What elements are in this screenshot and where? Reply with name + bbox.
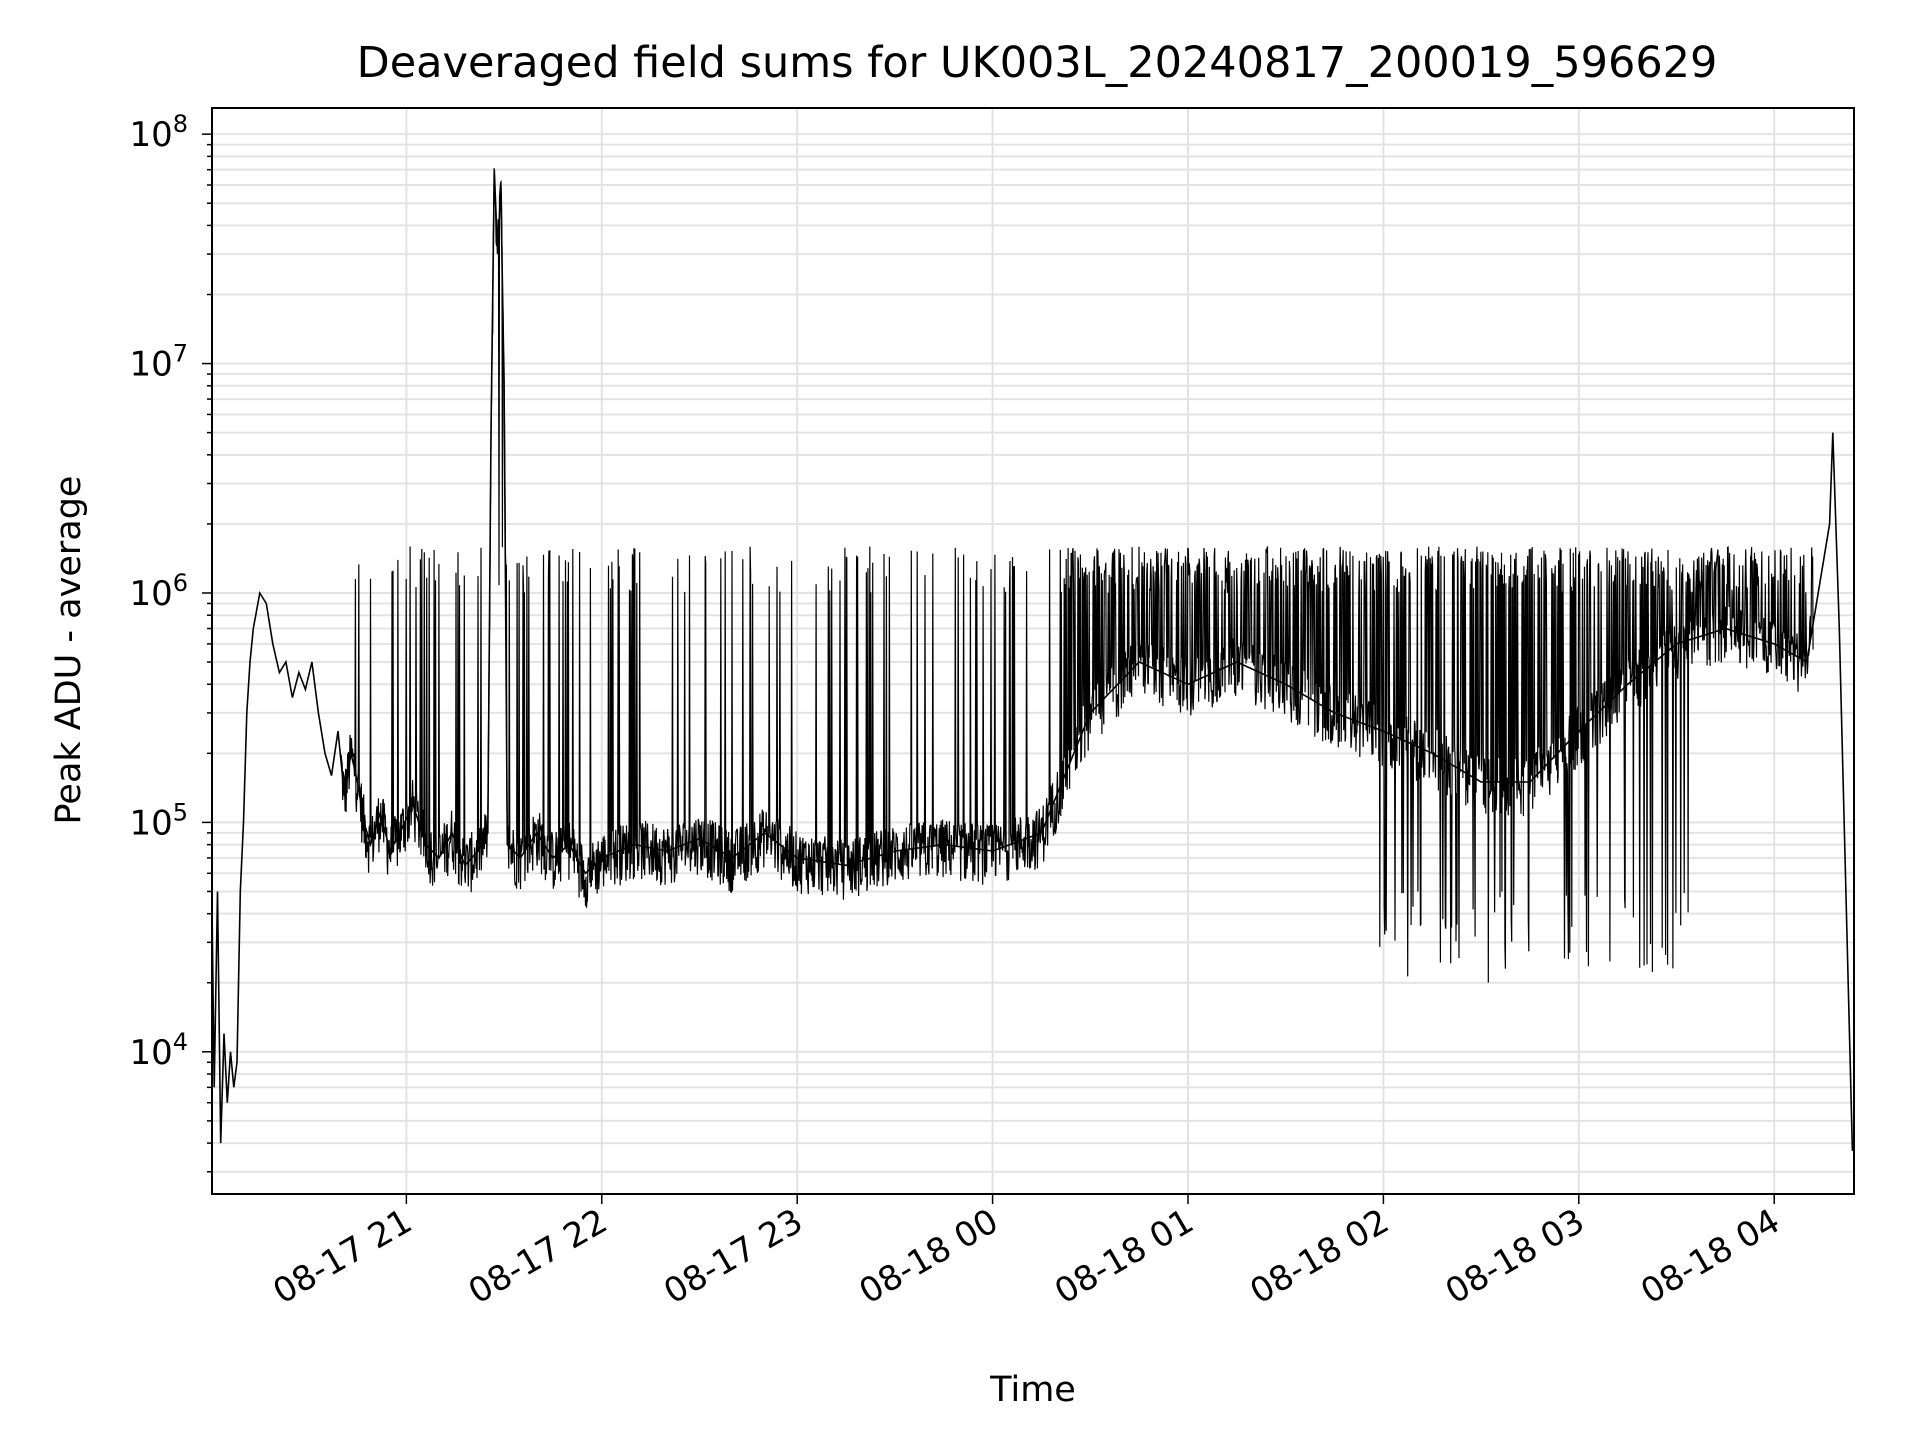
series-group [211, 169, 1854, 1151]
x-tick-label: 08-18 00 [853, 1201, 1005, 1312]
chart-title: Deaveraged field sums for UK003L_2024081… [357, 38, 1718, 88]
axes [211, 107, 1855, 1195]
series-noise [340, 168, 1814, 983]
series-line [211, 169, 1854, 1151]
x-tick-label: 08-17 23 [657, 1201, 809, 1312]
x-tick-label: 08-18 01 [1048, 1201, 1200, 1312]
x-tick-label: 08-17 22 [462, 1201, 614, 1312]
y-tick-label: 106 [129, 569, 188, 614]
x-axis-label: Time [989, 1370, 1076, 1410]
y-tick-label: 105 [129, 798, 188, 843]
plot-frame [211, 107, 1855, 1195]
y-axis-label: Peak ADU - average [49, 476, 89, 825]
y-tick-label: 107 [129, 340, 188, 385]
noise-band [340, 168, 1814, 983]
y-tick-label: 104 [129, 1028, 188, 1073]
x-tick-label: 08-18 03 [1439, 1201, 1591, 1312]
x-tick-label: 08-18 02 [1244, 1201, 1396, 1312]
y-tick-label: 108 [129, 110, 188, 155]
x-tick-label: 08-17 21 [266, 1201, 418, 1312]
x-tick-label: 08-18 04 [1634, 1201, 1786, 1312]
